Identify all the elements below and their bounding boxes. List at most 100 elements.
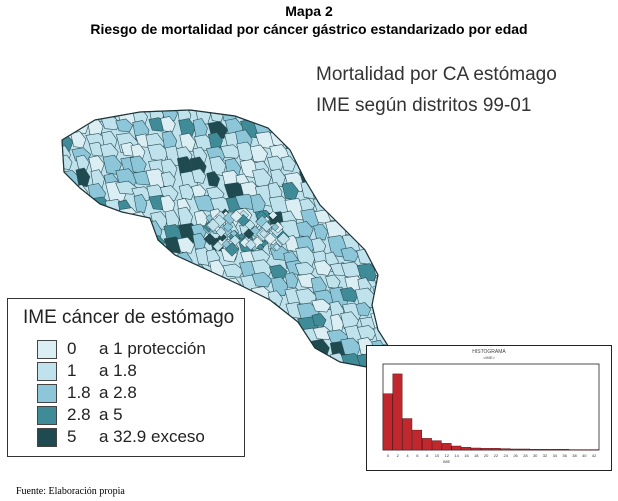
district [328,132,347,148]
map-title-line1: Mortalidad por CA estómago [316,64,557,85]
district [269,316,286,338]
district [388,325,392,341]
district [358,172,380,193]
district [264,232,277,245]
legend-from: 2.8 [67,405,91,424]
district [284,272,299,289]
district [75,272,94,291]
district [373,234,392,254]
district [177,206,193,228]
district [325,158,348,181]
district [191,275,209,298]
district [358,181,380,200]
district [102,154,122,175]
district [355,220,373,243]
district [386,158,392,180]
histogram-tick-label: 14 [454,453,459,458]
histogram-tick-label: 24 [504,453,509,458]
district [254,110,273,122]
histogram-bar [422,438,432,451]
district [255,326,278,342]
district [270,168,286,187]
histogram-x-label: IME [443,459,450,464]
source-note: Fuente: Elaboración propia [16,486,125,497]
histogram-plot: 0 2 4 6 8 10 12 14 16 18 20 22 24 26 28 30 32 34 36 38 40 42I… [382,363,600,464]
district [389,185,392,207]
district [70,131,87,149]
district [62,110,73,122]
district [356,157,371,173]
district [238,232,246,241]
histogram-bar [402,418,413,451]
district [178,118,196,137]
district [249,144,268,164]
district [385,172,392,193]
district [177,272,196,289]
histogram-tick-label: 6 [416,453,419,458]
district [384,289,392,307]
district [176,236,195,254]
district [341,120,358,142]
histogram-tick-label: 32 [543,453,548,458]
histogram-tick-label: 30 [533,453,538,458]
district [341,142,361,159]
district [118,235,140,252]
district [280,155,297,172]
histogram-tick-label: 28 [523,453,528,458]
district [133,248,149,267]
legend-to: a 1.8 [99,361,137,380]
district [385,233,392,252]
district [209,155,227,176]
histogram-bar [549,449,560,451]
district [104,225,119,247]
district [339,287,359,303]
district [134,224,149,244]
district [310,118,328,133]
histogram-bar [441,443,452,451]
district [62,225,80,244]
histogram-title: HISTOGRAMA [472,349,506,355]
district [281,181,299,201]
district [222,263,244,278]
district [251,352,275,368]
district [280,338,300,353]
histogram-tick-label: 40 [582,453,587,458]
district [375,119,390,135]
district [388,195,392,217]
legend-swatch [37,340,57,359]
district [145,263,169,285]
district [369,209,388,229]
district [249,316,274,332]
district [62,259,71,280]
histogram-bar [490,448,501,451]
legend-to: a 1 protección [99,339,206,358]
histogram-bar [539,449,550,451]
district [311,130,331,149]
district [230,209,243,223]
legend-from: 1.8 [67,383,91,402]
district [206,218,220,232]
histogram-tick-label: 10 [435,453,440,458]
district [251,236,264,249]
district [101,276,124,298]
histogram-subtitle: <IME> [483,355,495,360]
district [212,241,224,252]
histogram-bar [480,448,491,451]
district [356,263,379,282]
district [295,352,317,368]
district [160,116,176,133]
histogram-tick-label: 22 [494,453,499,458]
district [101,248,122,265]
histogram-bar [431,440,442,451]
district [115,118,134,133]
district [75,154,90,171]
district [311,313,327,327]
district [133,194,148,213]
district [84,233,108,248]
map-heading: Riesgo de mortalidad por cáncer gástrico… [90,21,528,37]
district [389,258,392,278]
district [256,243,264,251]
legend-from: 5 [67,427,77,446]
district [266,155,285,172]
histogram-tick-label: 2 [397,453,400,458]
